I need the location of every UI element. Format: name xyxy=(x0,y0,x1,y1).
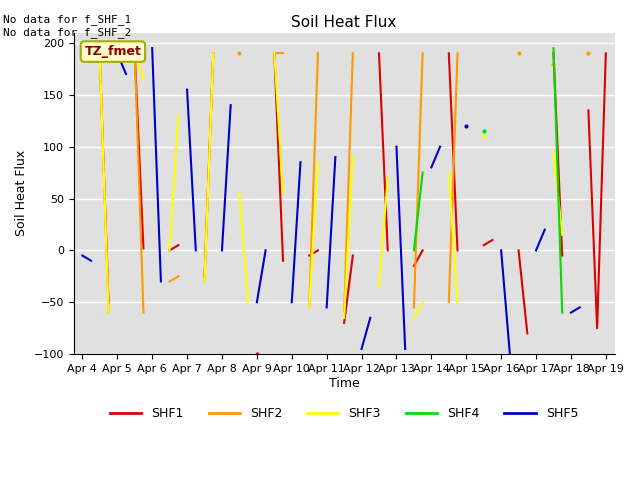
Text: TZ_fmet: TZ_fmet xyxy=(84,45,141,58)
Y-axis label: Soil Heat Flux: Soil Heat Flux xyxy=(15,150,28,237)
X-axis label: Time: Time xyxy=(329,377,360,390)
Legend: SHF1, SHF2, SHF3, SHF4, SHF5: SHF1, SHF2, SHF3, SHF4, SHF5 xyxy=(105,402,583,425)
Title: Soil Heat Flux: Soil Heat Flux xyxy=(291,15,397,30)
Text: No data for f_SHF_1
No data for f_SHF_2: No data for f_SHF_1 No data for f_SHF_2 xyxy=(3,14,131,38)
